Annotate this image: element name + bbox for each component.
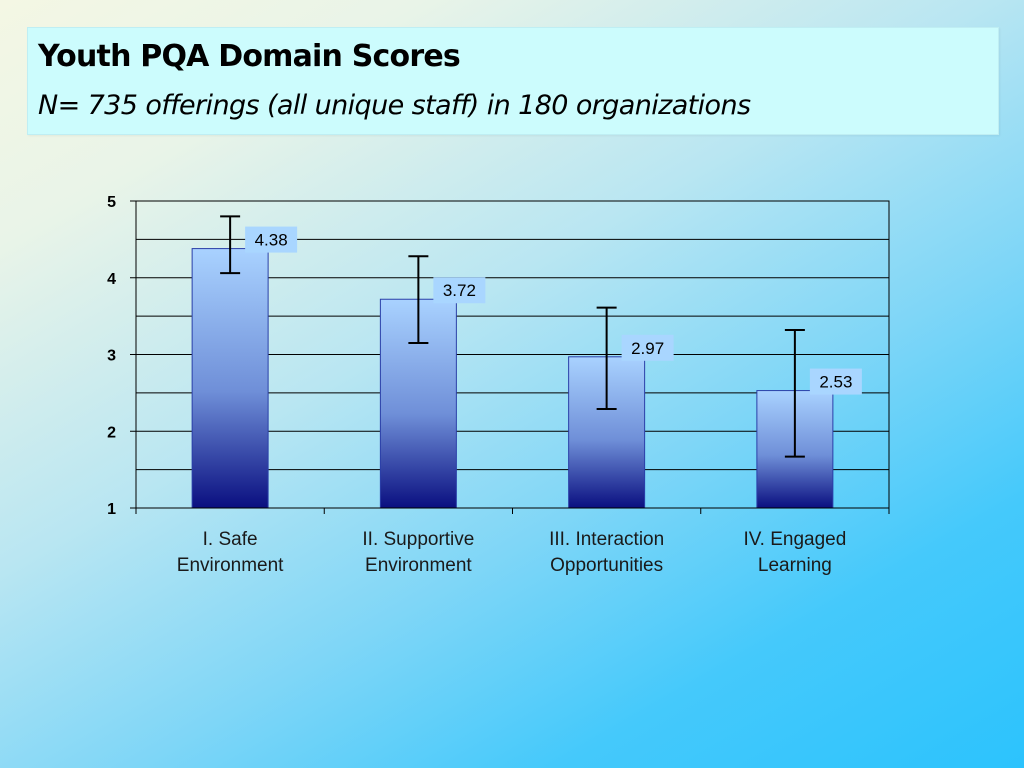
y-tick-label: 4 — [107, 271, 116, 288]
category-label: I. Safe — [203, 529, 258, 550]
data-label-box — [245, 226, 298, 253]
category-label: III. Interaction — [549, 529, 664, 550]
category-label: Opportunities — [550, 555, 663, 576]
data-label: 2.53 — [819, 373, 852, 392]
y-tick-label: 5 — [107, 194, 116, 211]
title-box: Youth PQA Domain Scores N= 735 offerings… — [27, 27, 999, 135]
category-label: Learning — [758, 555, 832, 576]
category-label: Environment — [177, 555, 284, 576]
category-label: II. Supportive — [362, 529, 474, 550]
y-tick-label: 3 — [107, 348, 116, 365]
data-label-box — [809, 368, 862, 395]
data-label: 2.97 — [631, 339, 664, 358]
data-label: 3.72 — [443, 281, 476, 300]
y-tick-label: 1 — [107, 501, 116, 518]
y-tick-label: 2 — [107, 424, 116, 441]
data-label: 4.38 — [255, 231, 288, 250]
page-title: Youth PQA Domain Scores — [38, 39, 461, 74]
category-label: IV. Engaged — [743, 529, 846, 550]
data-label-box — [433, 277, 486, 304]
category-label: Environment — [365, 555, 472, 576]
page-subtitle: N= 735 offerings (all unique staff) in 1… — [38, 90, 751, 121]
data-label-box — [621, 334, 674, 361]
bar — [191, 248, 269, 509]
